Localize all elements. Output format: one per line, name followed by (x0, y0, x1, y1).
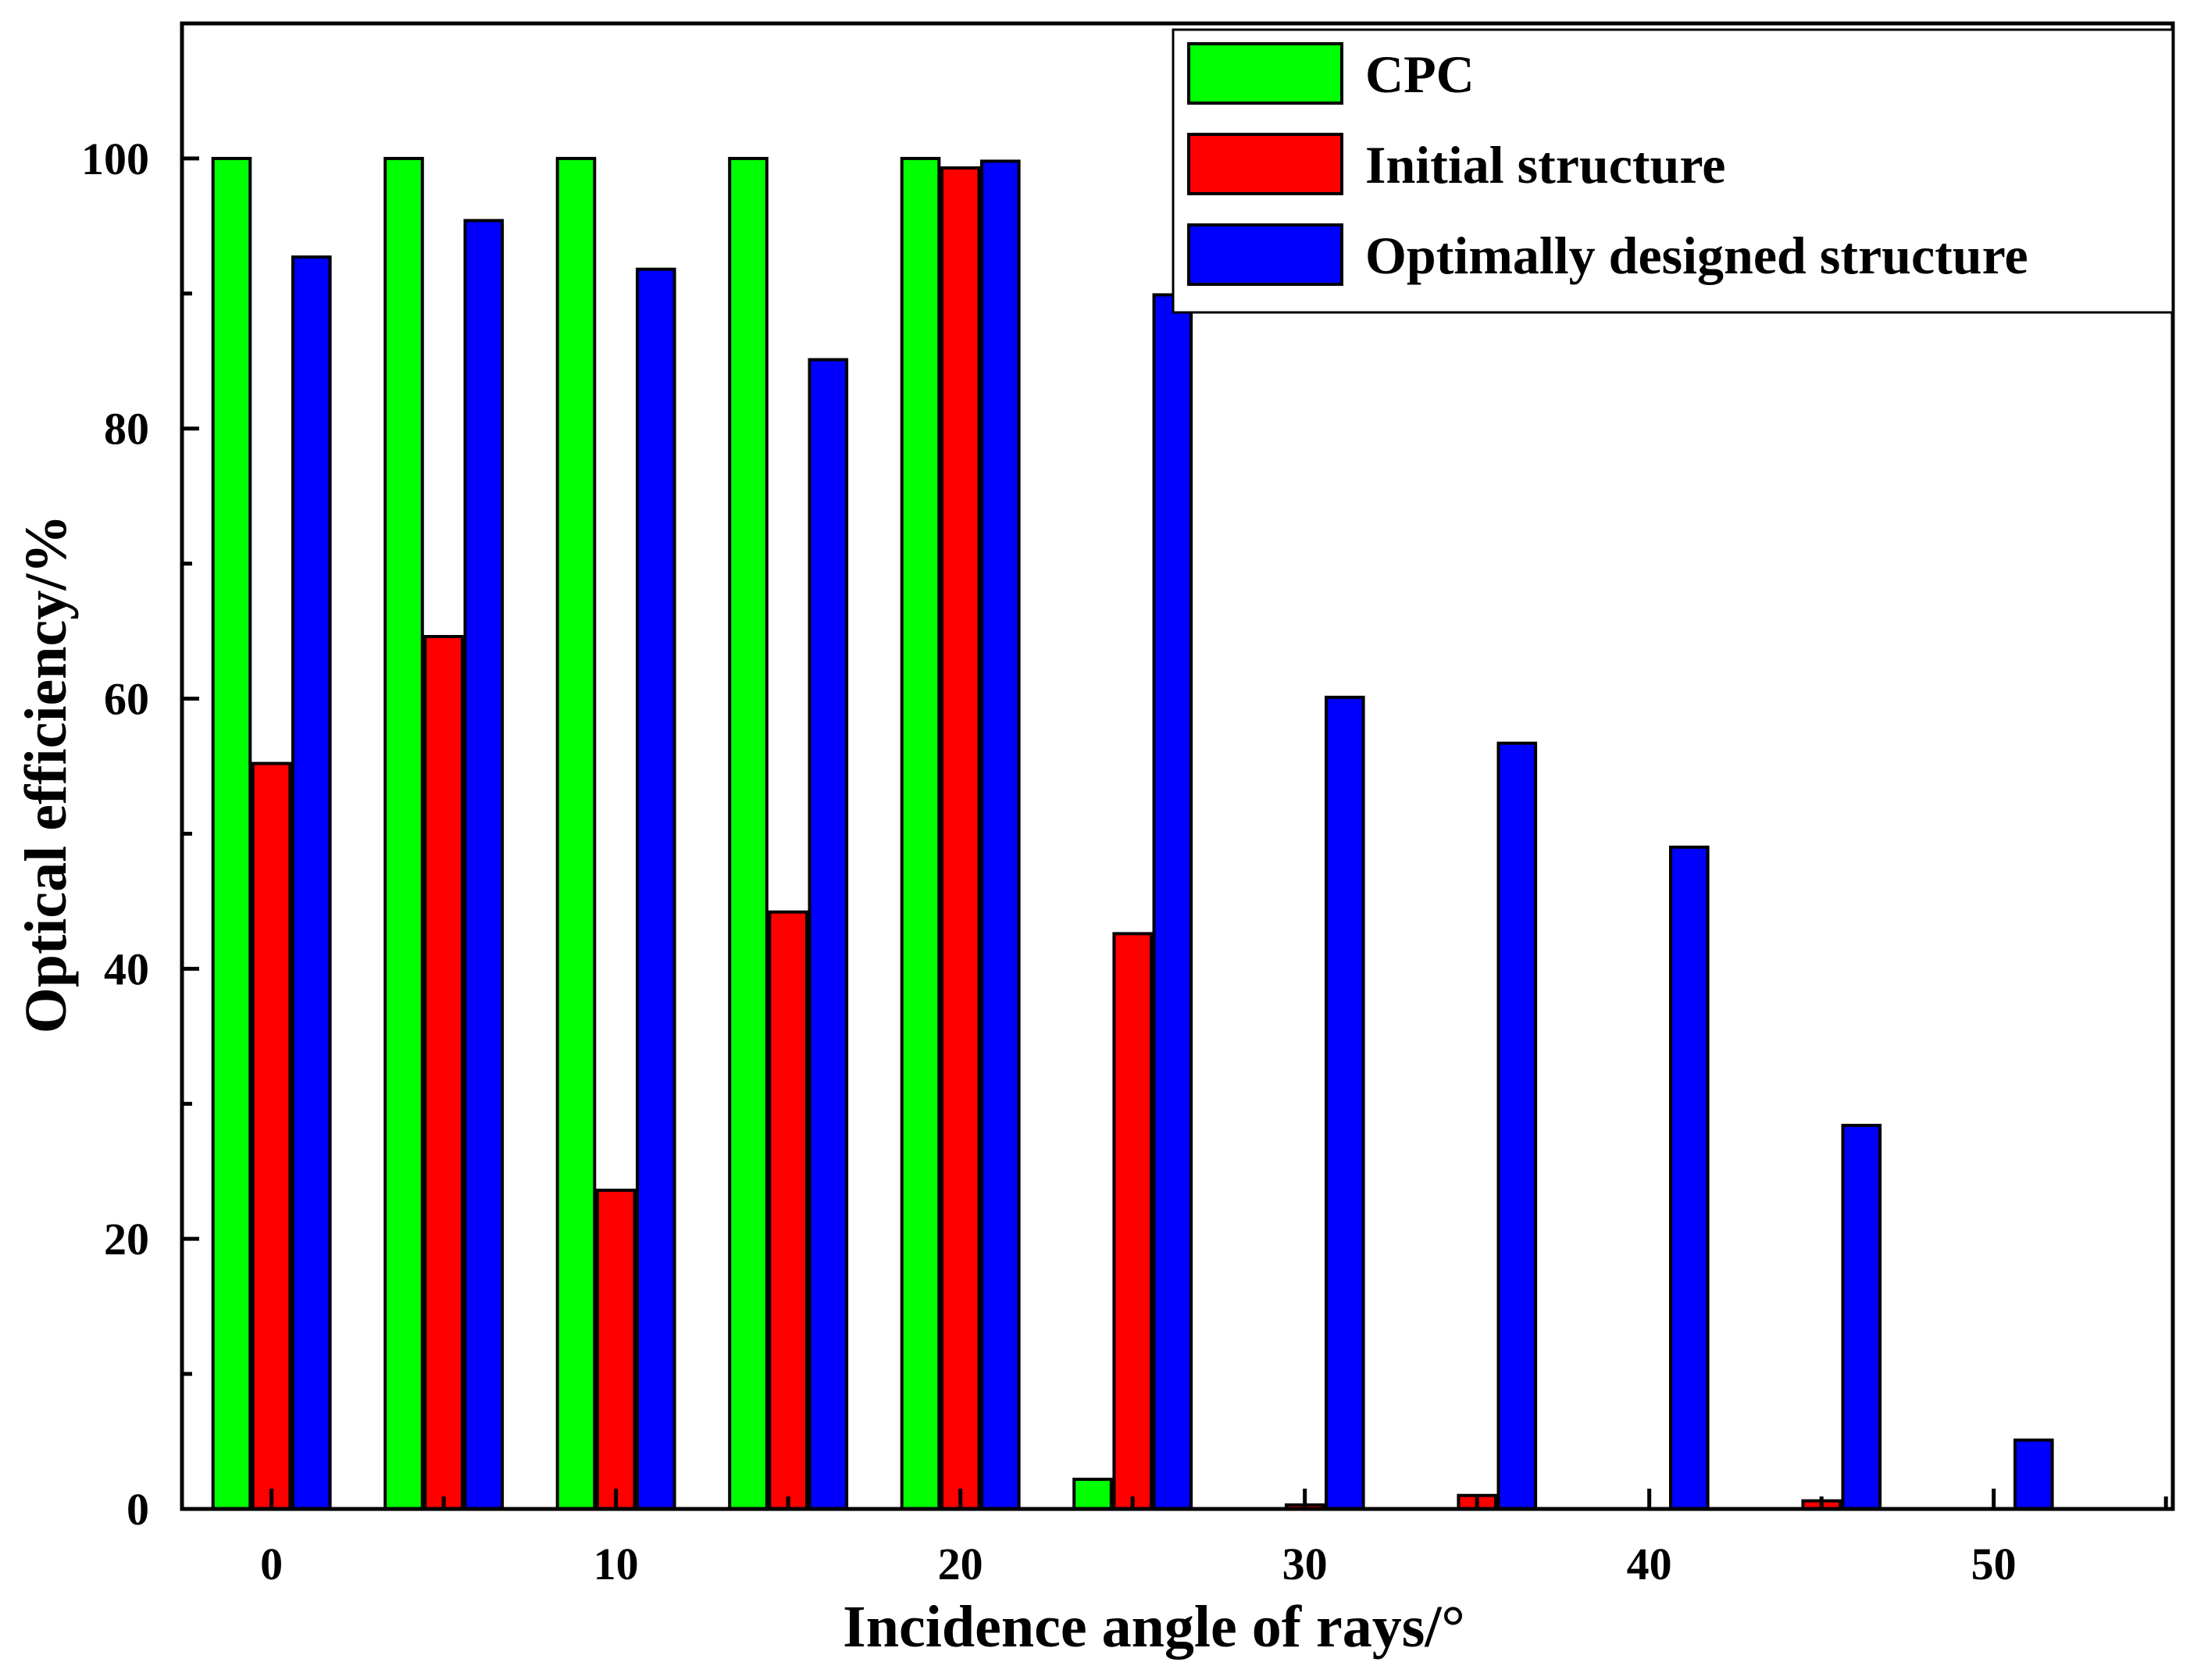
bar-initial-structure-15 (768, 910, 809, 1511)
bar-cpc-20 (900, 156, 941, 1511)
bar-optimally-designed-structure-50 (2013, 1438, 2054, 1511)
y-tick-label: 0 (127, 1484, 149, 1535)
y-tick-label: 40 (104, 943, 149, 994)
bar-initial-structure-0 (251, 762, 292, 1511)
y-axis-title: Optical efficiency/% (13, 515, 79, 1034)
legend-label-cpc: CPC (1365, 45, 1475, 104)
bar-optimally-designed-structure-30 (1325, 695, 1365, 1511)
plot-frame (180, 21, 2175, 1511)
bar-optimally-designed-structure-10 (636, 267, 676, 1511)
x-axis-title: Incidence angle of rays/° (843, 1594, 1465, 1660)
bar-cpc-0 (211, 156, 252, 1511)
bars-layer (211, 156, 2054, 1511)
bar-optimally-designed-structure-45 (1841, 1123, 1882, 1511)
legend-label-optimally-designed-structure: Optimally designed structure (1365, 226, 2028, 285)
x-tick-label: 20 (938, 1539, 983, 1589)
bar-cpc-25 (1072, 1478, 1113, 1511)
y-tick-label: 20 (104, 1214, 149, 1264)
bar-optimally-designed-structure-0 (291, 255, 332, 1511)
legend-swatch-optimally-designed-structure (1187, 223, 1343, 286)
bar-optimally-designed-structure-35 (1496, 741, 1538, 1511)
bar-optimally-designed-structure-40 (1669, 845, 1710, 1511)
bar-initial-structure-20 (940, 166, 981, 1511)
y-tick-label: 60 (104, 674, 149, 725)
legend: CPC Initial structure Optimally designed s… (1172, 28, 2174, 314)
bar-optimally-designed-structure-15 (808, 358, 849, 1511)
legend-swatch-initial-structure (1187, 133, 1343, 195)
y-tick-label: 100 (81, 134, 149, 184)
bar-initial-structure-25 (1112, 932, 1154, 1511)
legend-label-initial-structure: Initial structure (1365, 135, 1726, 194)
bar-optimally-designed-structure-25 (1152, 293, 1193, 1511)
x-tick-label: 40 (1627, 1539, 1672, 1589)
bar-initial-structure-5 (423, 635, 464, 1511)
y-tick-label: 80 (104, 404, 149, 455)
x-tick-label: 50 (1971, 1539, 2017, 1589)
x-tick-label: 10 (594, 1539, 639, 1589)
bar-cpc-10 (555, 156, 597, 1511)
x-tick-label: 30 (1282, 1539, 1328, 1589)
bar-optimally-designed-structure-5 (463, 219, 505, 1511)
bar-cpc-15 (728, 156, 769, 1511)
bar-initial-structure-10 (595, 1188, 637, 1511)
x-tick-label: 0 (260, 1539, 283, 1589)
bar-optimally-designed-structure-20 (980, 159, 1021, 1511)
legend-swatch-cpc (1187, 42, 1343, 105)
ticks-layer: 0 20 40 60 80 100 0 10 20 30 40 50 (81, 134, 2168, 1589)
bar-cpc-5 (383, 156, 424, 1511)
